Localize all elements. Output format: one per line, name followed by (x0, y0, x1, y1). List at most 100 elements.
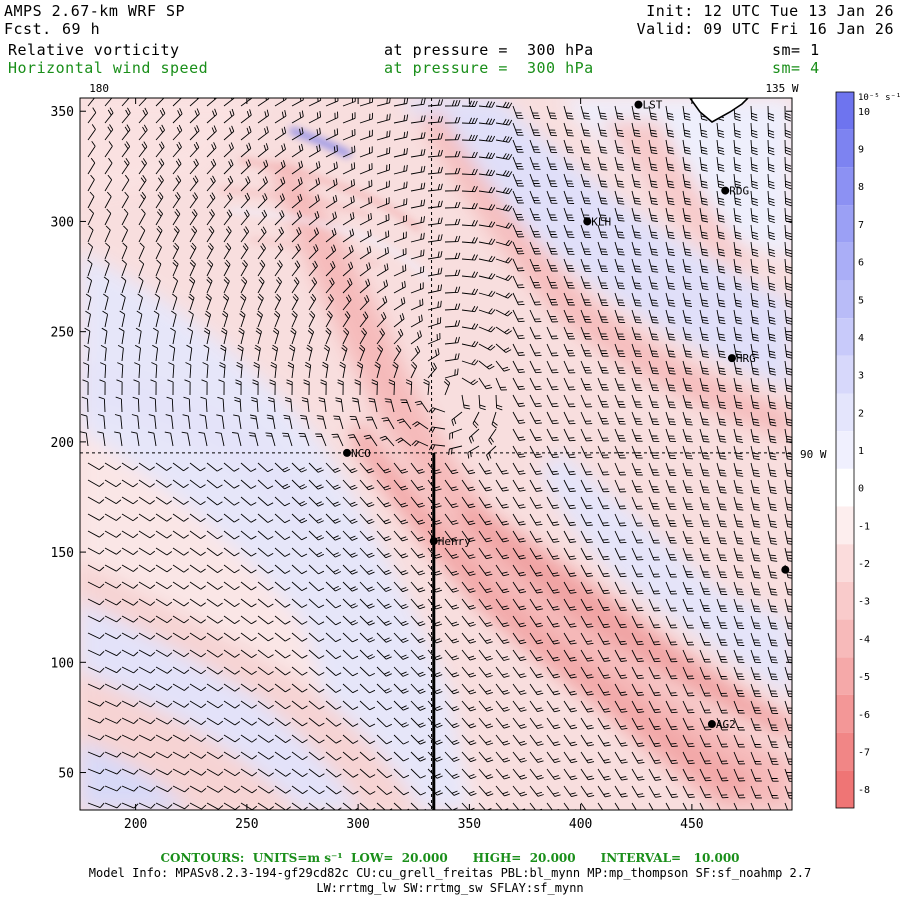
wind-barb (291, 581, 308, 591)
wind-barb (614, 445, 626, 459)
wind-barb (410, 165, 426, 175)
wind-barb (376, 615, 392, 626)
wind-barb (219, 362, 226, 379)
wind-barb (342, 564, 358, 575)
wind-barb (359, 513, 375, 525)
wind-barb (155, 124, 165, 141)
wind-barb (716, 258, 726, 274)
wind-barb (767, 615, 778, 630)
wind-barb (580, 700, 594, 713)
wind-barb (325, 513, 341, 524)
wind-barb (325, 615, 342, 626)
wind-barb (271, 344, 279, 362)
wind-barb (750, 343, 760, 359)
wind-barb (121, 107, 131, 124)
wind-barb (188, 293, 195, 311)
wind-barb (121, 581, 139, 589)
wind-barb (546, 156, 558, 170)
wind-barb (461, 530, 476, 543)
wind-barb (529, 496, 543, 509)
wind-barb (733, 224, 742, 240)
wind-barb (257, 632, 274, 642)
wind-barb (120, 293, 126, 311)
wind-barb (155, 107, 166, 124)
wind-barb (495, 581, 510, 594)
colorbar-label: -3 (858, 597, 870, 608)
wind-barb (393, 280, 406, 294)
wind-barb (716, 649, 728, 663)
wind-barb (325, 294, 334, 311)
wind-barb (478, 581, 493, 594)
wind-barb (733, 462, 744, 477)
wind-barb (121, 530, 139, 539)
field1-level: at pressure = 300 hPa (384, 41, 594, 59)
wind-barb (648, 547, 661, 561)
wind-barb (255, 327, 262, 345)
wind-barb (665, 156, 675, 172)
wind-barb (767, 547, 778, 562)
wind-barb (188, 310, 194, 328)
wind-barb (546, 309, 559, 323)
wind-barb (155, 717, 173, 725)
wind-barb (291, 177, 303, 192)
wind-barb (512, 360, 525, 374)
wind-barb (240, 598, 257, 608)
wind-barb (306, 344, 313, 362)
wind-barb (121, 615, 139, 623)
wind-barb (411, 440, 429, 447)
wind-barb (716, 530, 727, 545)
wind-barb (461, 185, 478, 193)
wind-barb (104, 700, 122, 707)
wind-barb (529, 530, 543, 543)
wind-barb (223, 734, 241, 743)
wind-barb (512, 139, 524, 153)
wind-barb (699, 360, 710, 375)
wind-barb (767, 666, 778, 681)
wind-barb (87, 208, 95, 226)
wind-barb (767, 462, 777, 478)
wind-barb (597, 547, 610, 561)
y-tick-label: 100 (51, 656, 74, 671)
wind-barb (682, 581, 694, 595)
wind-barb (750, 122, 758, 139)
wind-barb (104, 208, 112, 226)
wind-barb (631, 768, 645, 781)
wind-barb (699, 241, 709, 257)
wind-barb (376, 197, 390, 209)
wind-barb (733, 530, 744, 545)
wind-barb (393, 164, 408, 175)
wind-barb (682, 105, 691, 121)
wind-barb (682, 530, 694, 544)
wind-barb (138, 768, 156, 776)
wind-barb (217, 396, 225, 413)
wind-barb (444, 632, 460, 644)
wind-barb (291, 649, 308, 659)
wind-barb (189, 802, 207, 810)
wind-barb (733, 564, 744, 579)
wind-barb (461, 203, 478, 210)
wind-barb (478, 632, 493, 644)
wind-barb (699, 258, 709, 274)
wind-barb (488, 428, 497, 445)
wind-barb (87, 107, 97, 124)
wind-barb (87, 666, 105, 673)
wind-barb (121, 496, 139, 505)
wind-barb (614, 428, 626, 442)
wind-barb (784, 190, 792, 207)
wind-barb (733, 105, 741, 122)
wind-barb (784, 785, 792, 799)
wind-barb (665, 411, 676, 426)
wind-barb (291, 160, 304, 175)
wind-barb (303, 379, 310, 396)
wind-barb (648, 377, 660, 392)
wind-barb (461, 717, 477, 729)
wind-barb (393, 214, 408, 226)
wind-barb (104, 107, 114, 124)
wind-barb (546, 785, 561, 797)
wind-barb (597, 564, 610, 578)
wind-barb (733, 785, 746, 799)
wind-barb (682, 513, 694, 527)
wind-barb (274, 479, 291, 490)
